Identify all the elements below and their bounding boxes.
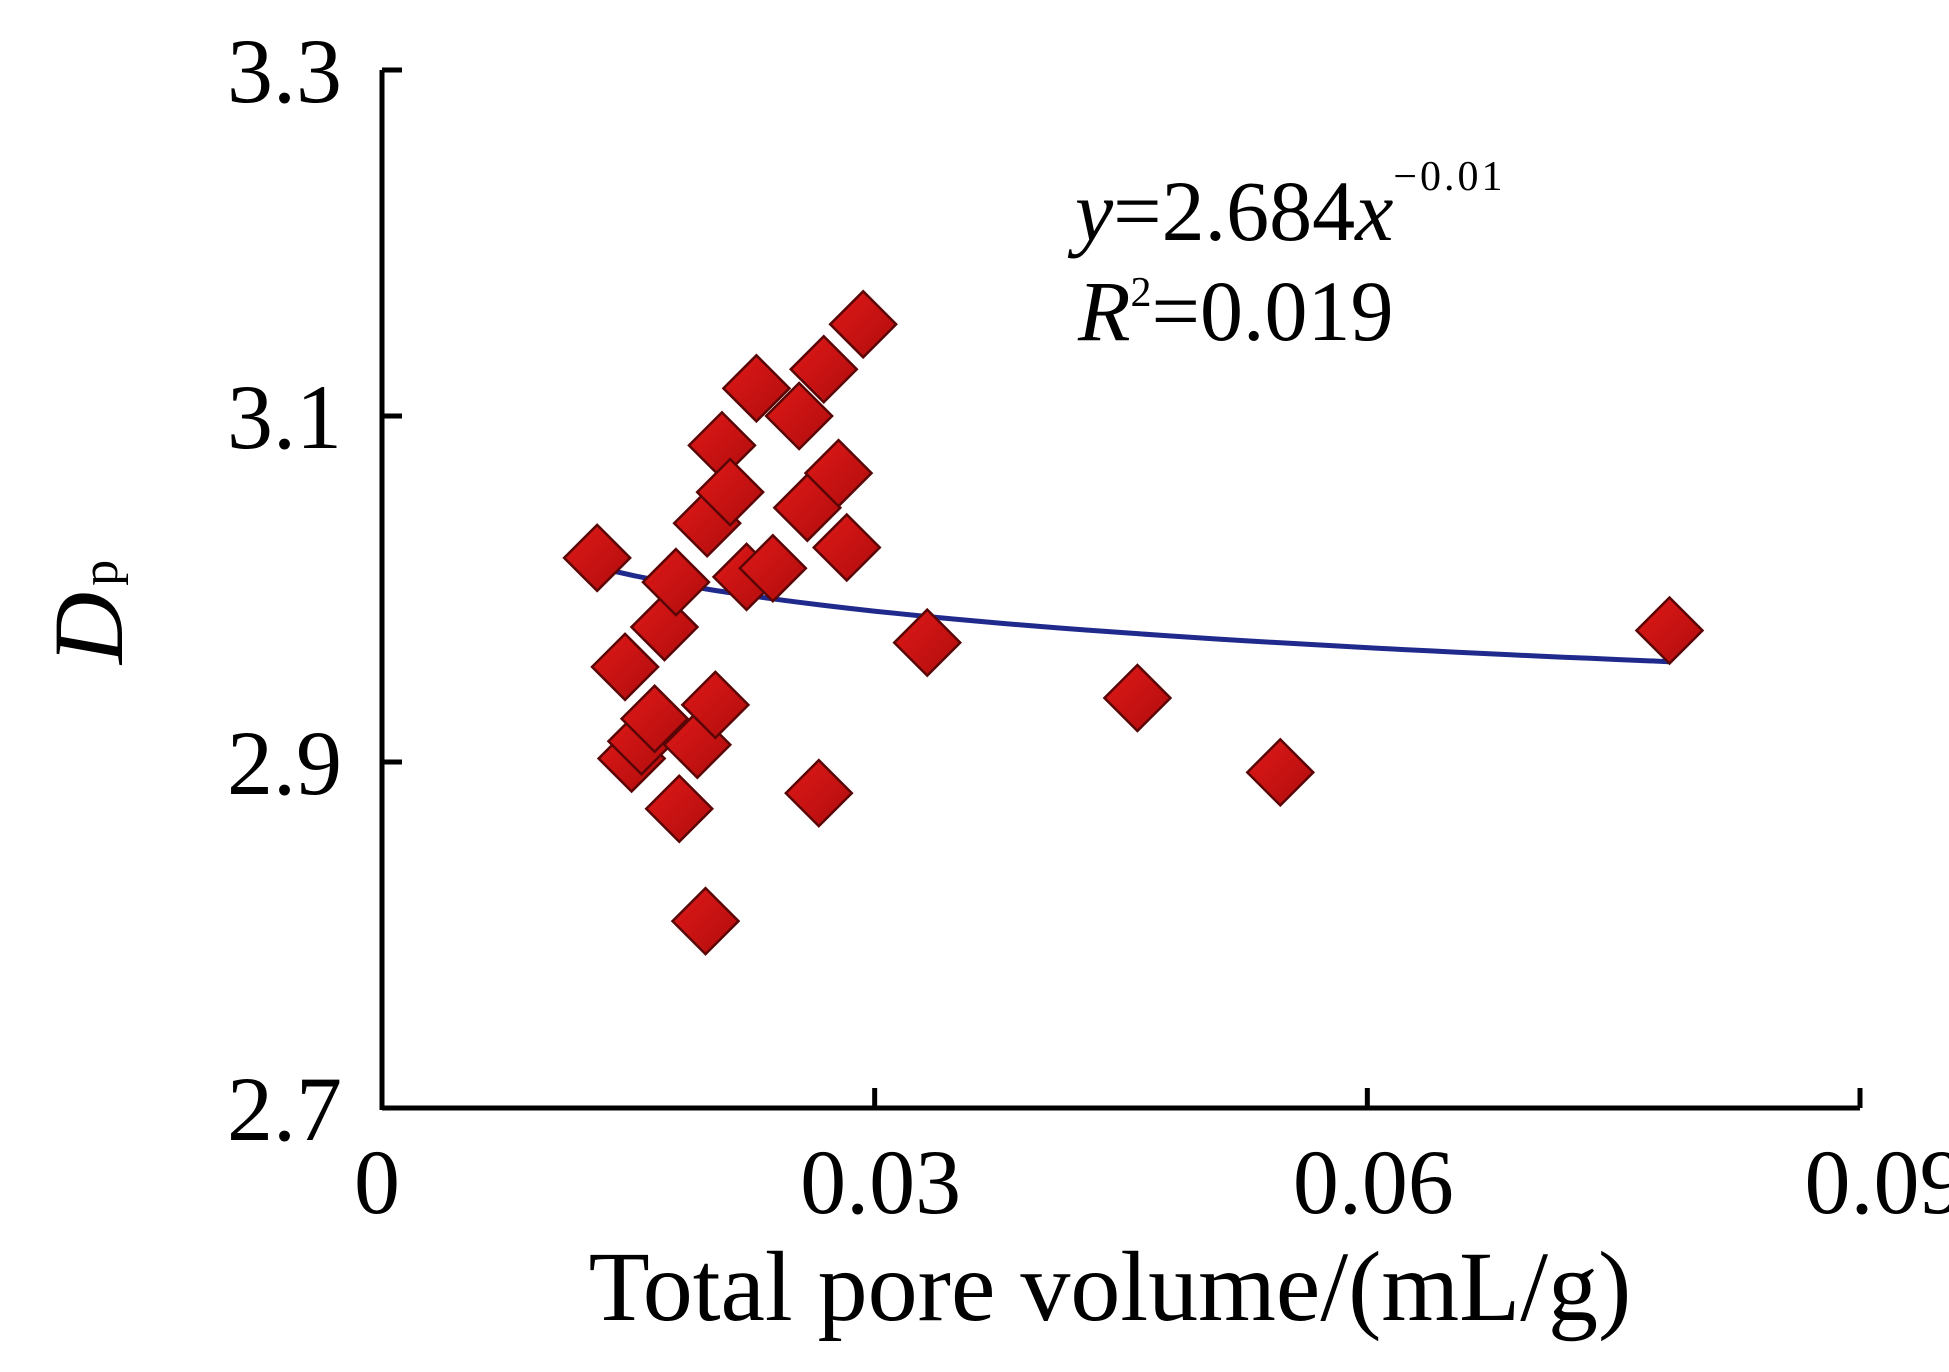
data-point <box>673 888 739 954</box>
r-squared-sup: 2 <box>1131 270 1152 316</box>
data-point <box>1637 598 1703 664</box>
r-squared-annotation: R2=0.019 <box>1077 263 1394 359</box>
data-point <box>646 776 712 842</box>
data-point <box>1247 739 1313 805</box>
y-tick-label: 2.9 <box>227 712 342 814</box>
data-point <box>786 760 852 826</box>
x-axis-title: Total pore volume/(mL/g) <box>589 1231 1632 1342</box>
y-tick-label: 3.3 <box>227 20 342 122</box>
x-tick-label: 0 <box>354 1131 400 1233</box>
y-axis-title: Dp <box>33 560 144 666</box>
x-tick-label: 0.06 <box>1293 1131 1454 1233</box>
equation-annotation: y=2.684x−0.01 <box>1067 154 1506 259</box>
y-tick-label: 3.1 <box>227 366 342 468</box>
y-axis-title-sub: p <box>72 560 129 586</box>
equation-x: x <box>1353 163 1393 259</box>
equation-y: y <box>1067 163 1114 259</box>
r-squared-value: =0.019 <box>1152 263 1394 359</box>
y-tick-label: 2.7 <box>227 1058 342 1160</box>
data-points <box>564 291 1702 954</box>
data-point <box>564 525 630 591</box>
svg-text:Dp: Dp <box>33 560 144 666</box>
y-axis-title-main: D <box>33 592 144 666</box>
r-squared-r: R <box>1077 263 1131 359</box>
x-tick-label: 0.03 <box>800 1131 961 1233</box>
equation-coefficient: =2.684 <box>1113 163 1355 259</box>
x-tick-label: 0.09 <box>1805 1131 1949 1233</box>
data-point <box>1104 665 1170 731</box>
equation-exponent: −0.01 <box>1393 154 1505 200</box>
data-point <box>830 291 896 357</box>
